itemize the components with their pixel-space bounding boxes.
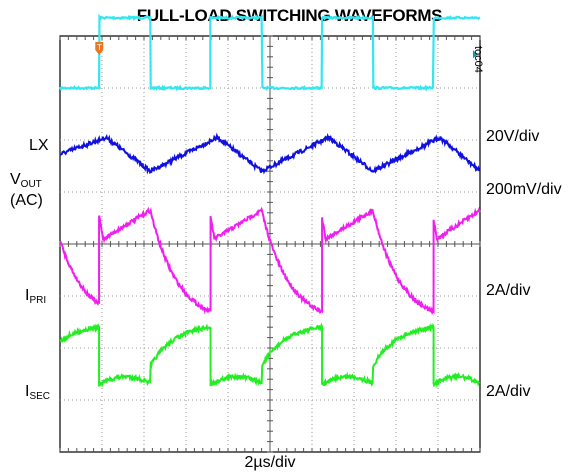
trace-ipri [59, 206, 481, 316]
label-ipri-sub: PRI [29, 295, 47, 306]
marker-layer: T [95, 42, 478, 59]
label-ipri-main: I [25, 287, 30, 304]
trace-lx [58, 13, 481, 92]
trigger-marker-glyph: T [97, 43, 102, 52]
label-isec-sub: SEC [29, 391, 51, 402]
label-ipri: IPRI [25, 287, 47, 306]
scale-vout: 200mV/div [486, 181, 562, 198]
scale-isec: 2A/div [486, 383, 531, 400]
label-vout-ac: (AC) [10, 192, 43, 209]
label-vout-main: V [10, 171, 21, 188]
chart-title: FULL-LOAD SWITCHING WAVEFORMS [136, 6, 443, 25]
trace-vout [59, 132, 481, 175]
plot-grid [59, 35, 481, 453]
label-vout-sub: OUT [20, 179, 42, 190]
scale-ipri: 2A/div [486, 282, 531, 299]
label-vout: VOUT [10, 171, 42, 190]
level-marker-icon [473, 50, 478, 59]
label-isec-main: I [25, 383, 30, 400]
trigger-marker-icon [95, 42, 104, 55]
scale-lx: 20V/div [486, 128, 540, 145]
figure-id: toc04 [472, 46, 484, 73]
trace-isec [59, 322, 481, 389]
label-isec: ISEC [25, 383, 51, 402]
trace-layer [58, 13, 481, 389]
label-lx: LX [29, 137, 49, 154]
x-axis-label: 2µs/div [244, 454, 296, 471]
